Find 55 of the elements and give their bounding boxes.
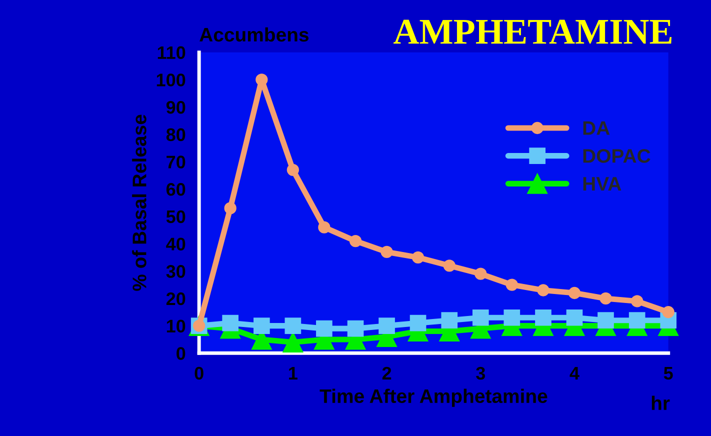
y-tick-label: 40 xyxy=(166,238,186,250)
point xyxy=(349,234,362,248)
point xyxy=(598,312,614,328)
point xyxy=(380,246,393,258)
y-tick-label: 0 xyxy=(176,347,186,360)
point xyxy=(443,260,456,272)
point xyxy=(222,314,238,332)
y-tick-label: 30 xyxy=(166,265,186,278)
chart-title: AMPHETAMINE xyxy=(394,20,672,44)
point xyxy=(472,309,489,326)
x-axis-title: Time After Amphetamine xyxy=(320,388,548,407)
point xyxy=(318,221,330,234)
point xyxy=(347,320,364,337)
x-tick-label: 2 xyxy=(382,366,392,380)
point xyxy=(316,320,332,337)
x-tick-label: 4 xyxy=(570,367,580,380)
y-tick-label: 10 xyxy=(166,320,186,333)
legend-label: HVA xyxy=(583,177,622,190)
point xyxy=(535,309,552,326)
text: Accumbens xyxy=(200,27,309,42)
point xyxy=(631,295,644,308)
point xyxy=(504,309,520,326)
y-tick-label: 90 xyxy=(166,100,186,114)
y-tick-label: 70 xyxy=(166,156,186,168)
point xyxy=(256,74,268,86)
point xyxy=(600,292,612,305)
point xyxy=(224,202,236,214)
x-tick-label: 3 xyxy=(476,366,486,380)
y-tick-label: 110 xyxy=(158,46,186,60)
y-tick-label: 80 xyxy=(166,128,186,142)
text: hr xyxy=(652,396,670,410)
point xyxy=(254,318,270,334)
x-tick-label: 0 xyxy=(194,366,204,380)
point xyxy=(412,251,424,264)
point xyxy=(537,284,550,296)
x-tick-label: 5 xyxy=(664,367,673,380)
point xyxy=(566,309,583,326)
legend-label: DA xyxy=(583,121,610,135)
point xyxy=(474,268,487,280)
legend-label: DOPAC xyxy=(583,149,650,163)
point xyxy=(410,314,426,332)
x-tick-label: 1 xyxy=(289,367,298,380)
point xyxy=(662,306,674,318)
y-tick-label: 60 xyxy=(166,183,186,196)
point xyxy=(286,164,300,176)
y-tick-label: 50 xyxy=(166,210,186,224)
y-tick-label: 100 xyxy=(156,74,186,86)
point xyxy=(378,318,395,334)
y-tick-label: 20 xyxy=(166,292,186,306)
point xyxy=(568,286,581,300)
point xyxy=(441,312,458,328)
y-axis-title: % of Basal Release xyxy=(132,114,146,291)
point xyxy=(628,312,646,328)
point xyxy=(284,318,302,334)
point xyxy=(506,278,518,291)
